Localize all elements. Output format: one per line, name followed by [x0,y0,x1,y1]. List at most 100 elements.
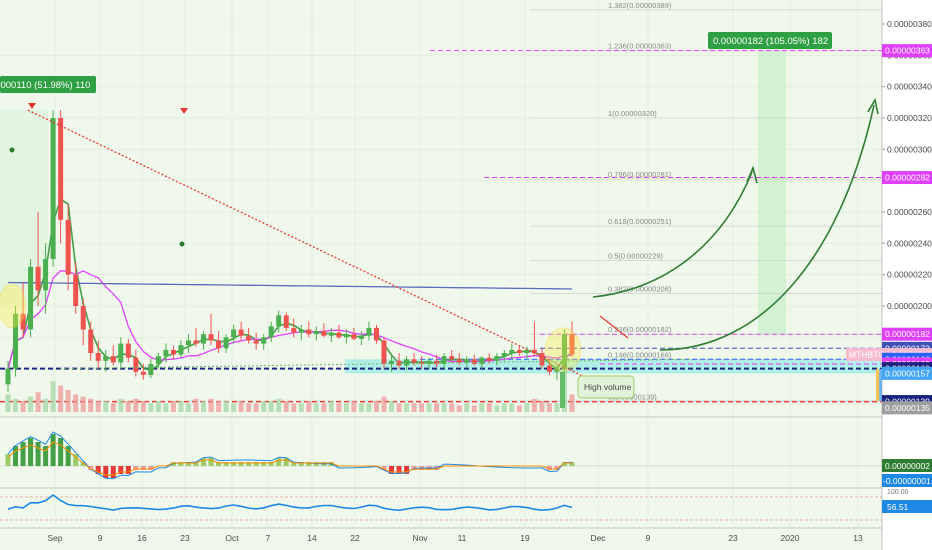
candle-body [509,349,515,353]
candle-body [103,356,109,361]
ma-mid [7,270,573,369]
candle-body [155,356,161,364]
volume-bar [569,394,575,412]
volume-note-box [577,375,635,399]
macd-bar [306,462,312,466]
volume-bar [238,401,244,412]
volume-bar [231,403,237,412]
volume-bar [351,401,357,412]
price-tick-label: 0.00000340 [887,82,932,92]
macd-bar [58,438,64,466]
macd-bar [170,462,176,466]
candle-body [471,359,477,364]
pullback-arrow [599,315,629,339]
volume-bar [163,403,169,412]
volume-bar [125,401,131,412]
candle-body [479,357,485,364]
volume-profile [876,368,882,402]
candle-body [554,368,560,372]
price-tag [882,401,932,415]
volume-bar [426,403,432,412]
macd-bar [223,462,229,466]
volume-bar [65,390,71,412]
macd-bar [50,434,56,466]
macd-bar [569,462,575,466]
x-tick-label: 23 [180,533,190,543]
volume-bar [298,403,304,412]
macd-bar [140,466,146,470]
macd-bar [73,454,79,466]
candle-body [486,357,492,361]
macd-tag-label: 0.00000002 [885,461,930,471]
candle-body [313,331,319,335]
breakout-circle [544,327,582,373]
chart-background [0,0,882,550]
volume-bar [546,403,552,412]
candle-body [411,359,417,363]
x-tick-label: 23 [728,533,738,543]
x-tick-label: 2020 [781,533,800,543]
volume-bar [95,401,101,412]
x-tick-label: 14 [307,533,317,543]
macd-bar [110,466,116,478]
macd-panel [0,416,932,480]
x-tick-label: 9 [98,533,103,543]
price-tick-label: 0.00000300 [887,144,932,154]
candle-body [351,334,357,339]
grid [0,0,882,528]
volume-bar [5,394,11,412]
volume-bar [20,401,26,412]
x-tick-label: 7 [266,533,271,543]
macd-bar [381,466,387,470]
candle-body [201,334,207,344]
volume-bar [148,403,154,412]
x-tick-label: 13 [853,533,863,543]
x-tick-label: 11 [458,533,467,543]
macd-bar [103,466,109,478]
candle-body [118,343,124,363]
volume-bar [328,401,334,412]
candle-body [328,332,334,336]
candle-body [125,343,131,358]
x-tick-label: Nov [412,533,428,543]
candle-body [396,360,402,366]
price-tick-label: 0.00000260 [887,207,932,217]
candle-body [223,337,229,349]
macd-bar [283,458,289,466]
macd-bar [20,442,26,466]
price-tag-label: 0.00000182 [885,329,930,339]
target-zone [758,50,786,335]
candle-body [140,371,146,375]
macd-bar [193,462,199,466]
price-tick-label: 0.00000200 [887,301,932,311]
signal-dot [179,241,185,247]
candle-body [148,363,154,375]
macd-bar [118,466,124,474]
projection-arrowhead-2 [867,97,879,115]
volume-bar [358,403,364,412]
volume-bar [389,401,395,412]
volume-bar [50,381,56,412]
price-tick-label: 0.00000320 [887,113,932,123]
fib-label: 1(0.00000320) [608,109,657,118]
macd-bar [28,438,34,466]
volume-bar [216,401,222,412]
macd-tag [882,459,932,472]
price-tag [882,327,932,341]
fib-label: 0.5(0.00000229) [608,252,664,261]
volume-bar [28,396,34,412]
volume-bar [554,403,560,412]
price-tick-label: 0.00000380 [887,19,932,29]
volume-bar [246,403,252,412]
macd-bar [554,466,560,470]
macd-bar [546,466,552,470]
candle-body [43,259,49,291]
macd-bar [201,458,207,466]
volume-note-text: High volume [584,382,632,392]
candle-body [494,356,500,361]
volume-bar [170,401,176,412]
tp-callout-box [708,32,832,49]
fib-label: 0.786(0.00000281) [608,170,672,179]
